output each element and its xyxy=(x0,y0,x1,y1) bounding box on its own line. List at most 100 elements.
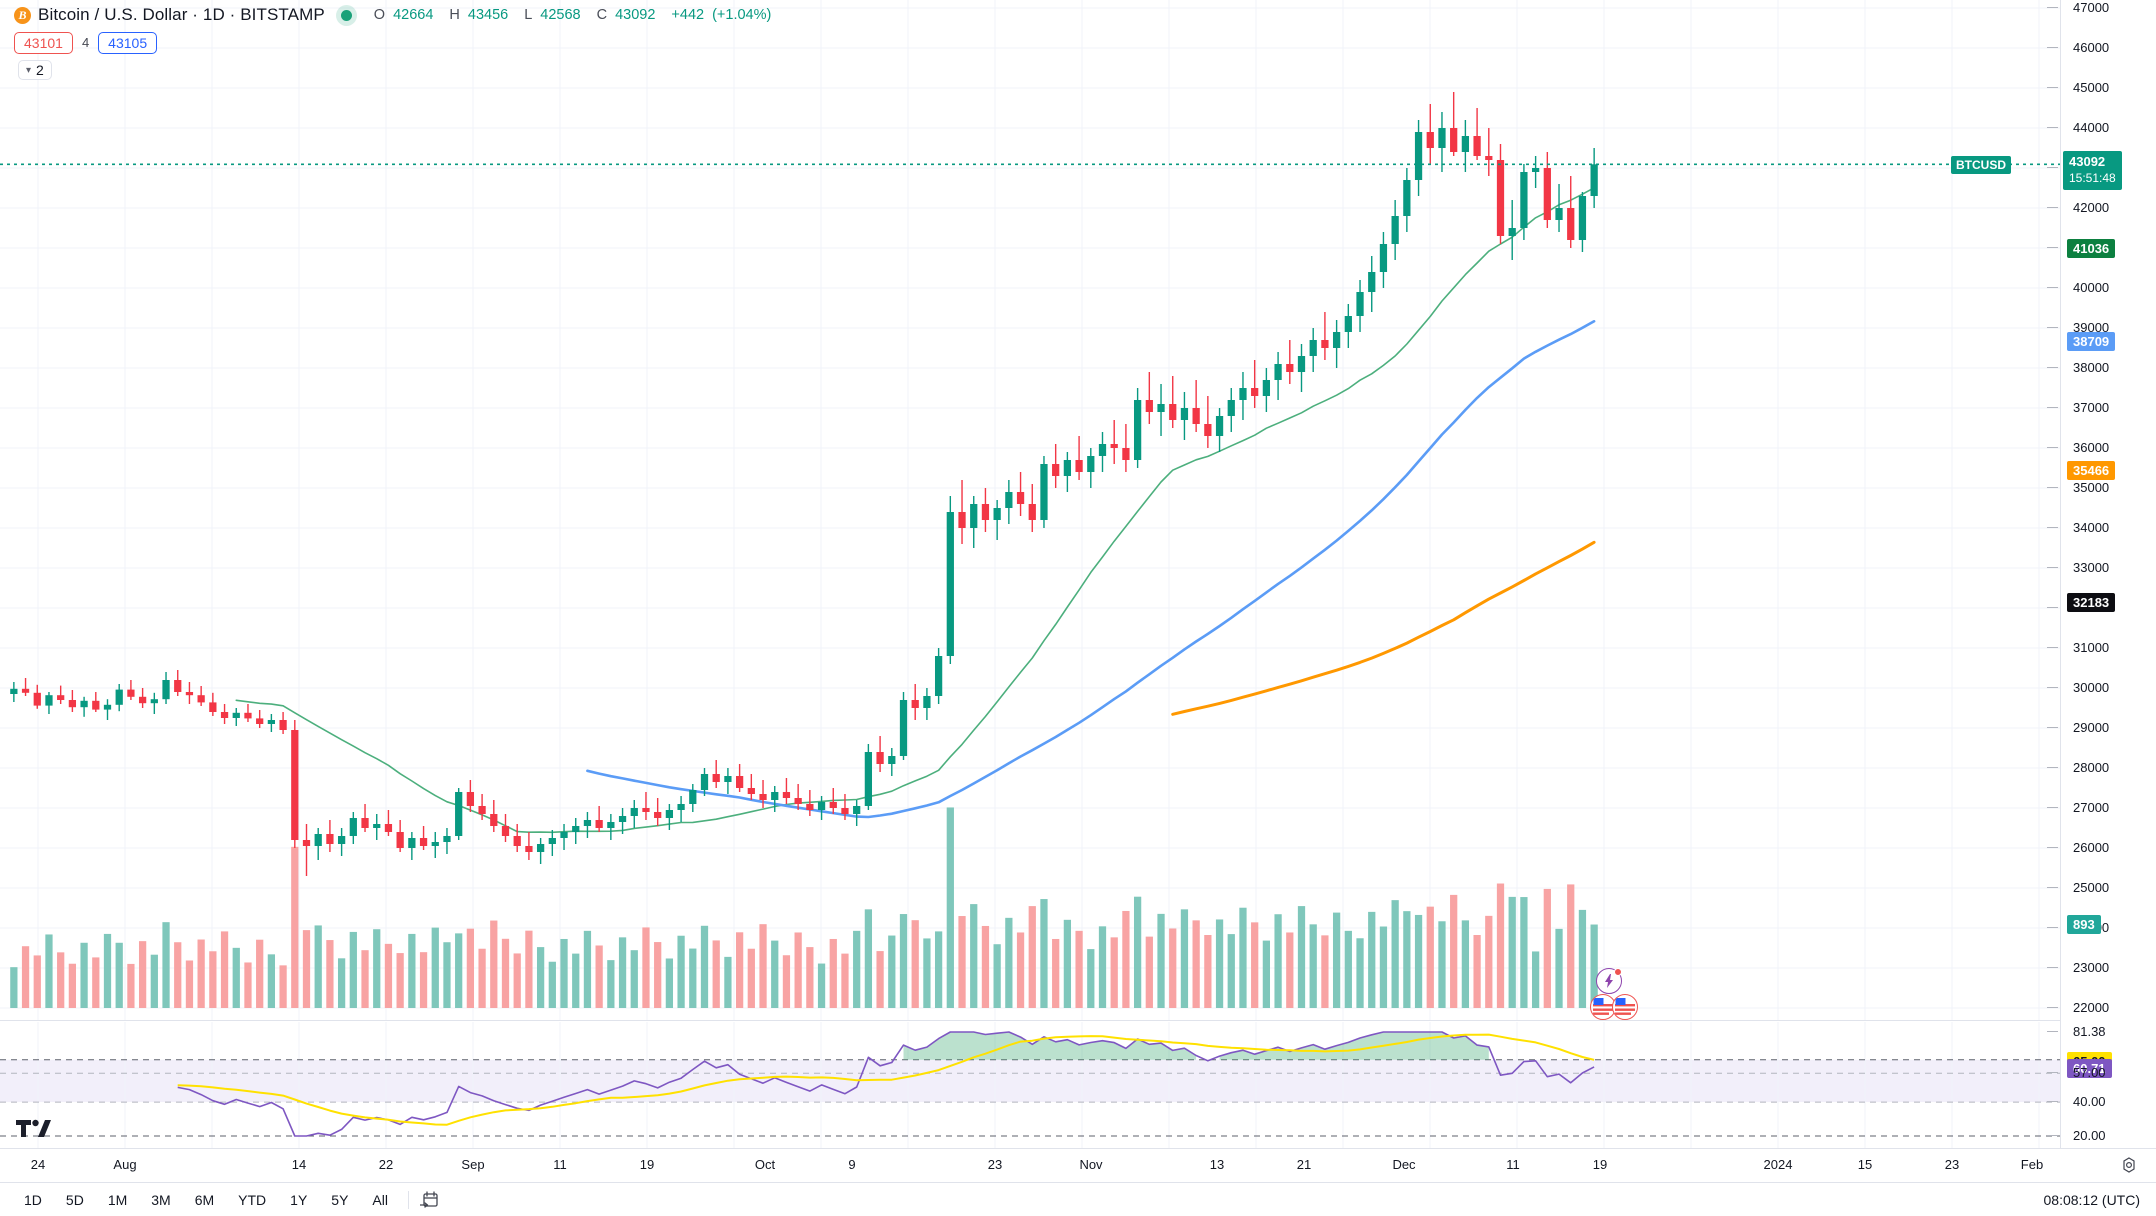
ohlc-low-label: L xyxy=(524,7,533,23)
price-badge-ema-black[interactable]: 32183 xyxy=(2067,592,2116,612)
price-tick: 46000 xyxy=(2047,40,2156,56)
time-tick: 22 xyxy=(378,1157,394,1172)
price-tick: 44000 xyxy=(2047,120,2156,136)
us-flag-icon xyxy=(1593,997,1613,1017)
price-tick: 31000 xyxy=(2047,640,2156,656)
bitcoin-icon: B xyxy=(14,6,31,24)
price-badge-ema-green[interactable]: 41036 xyxy=(2067,238,2116,258)
pane-divider[interactable] xyxy=(0,1020,2060,1021)
us-flag-icon xyxy=(1615,997,1635,1017)
rsi-line xyxy=(177,1031,1595,1137)
range-button-3m[interactable]: 3M xyxy=(151,1191,171,1208)
rsi-pane[interactable] xyxy=(0,1022,2060,1148)
order-row: 43101 4 43105 xyxy=(14,30,158,55)
price-tick: 37000 xyxy=(2047,400,2156,416)
time-tick: 11 xyxy=(553,1157,567,1172)
ma-green xyxy=(235,187,1595,834)
time-tick: 23 xyxy=(1944,1157,1960,1172)
buy-order-price[interactable]: 43105 xyxy=(98,31,158,54)
range-button-6m[interactable]: 6M xyxy=(194,1191,215,1208)
position-group-toggle[interactable]: ▾ 2 xyxy=(18,60,52,80)
price-tick: 42000 xyxy=(2047,200,2156,216)
ohlc-change-pct: (+1.04%) xyxy=(712,7,772,23)
alerts-bolt-button[interactable] xyxy=(1596,968,1622,994)
rsi-chart-canvas[interactable] xyxy=(0,1022,2060,1148)
symbol-tag: BTCUSD xyxy=(1951,156,2011,175)
axis-settings-icon[interactable] xyxy=(2120,1157,2138,1175)
price-badge-volume[interactable]: 893 xyxy=(2067,915,2101,935)
time-tick: 2024 xyxy=(1763,1157,1793,1172)
price-badge-last-price[interactable]: 43092 15:51:48 xyxy=(2063,151,2122,191)
time-tick: Aug xyxy=(113,1157,137,1172)
time-tick: 24 xyxy=(30,1157,46,1172)
price-tick: 40000 xyxy=(2047,280,2156,296)
price-tick: 34000 xyxy=(2047,520,2156,536)
time-tick: 11 xyxy=(1506,1157,1520,1172)
bottom-toolbar[interactable]: 1D 5D 1M 3M 6M YTD 1Y 5Y All 08:08:12 (UTC) xyxy=(0,1182,2156,1216)
price-tick: 26000 xyxy=(2047,840,2156,856)
ohlc-high-label: H xyxy=(449,7,460,23)
time-tick: 15 xyxy=(1857,1157,1873,1172)
price-axis[interactable]: 4700046000450004400043000420004100040000… xyxy=(1951,0,2156,1148)
symbol-title[interactable]: Bitcoin / U.S. Dollar · 1D · BITSTAMP xyxy=(38,5,325,24)
ohlc-values: O 42664 H 43456 L 42568 C 43092 +442 (+1.04%) xyxy=(374,7,780,23)
price-chart-canvas[interactable] xyxy=(0,0,2060,1020)
flag-button-2[interactable] xyxy=(1612,994,1638,1020)
time-axis[interactable]: 24 Aug 14 22 Sep 11 19 Oct 9 23 Nov 13 21 Dec 11 19 2024… xyxy=(0,1148,2156,1182)
time-tick: 23 xyxy=(987,1157,1003,1172)
rsi-tick: 20.00 xyxy=(2047,1128,2156,1144)
range-button-1y[interactable]: 1Y xyxy=(290,1191,308,1208)
rsi-tick: 40.00 xyxy=(2047,1094,2156,1110)
price-tick: 35000 xyxy=(2047,480,2156,496)
goto-date-icon[interactable] xyxy=(419,1190,441,1210)
price-tick: 28000 xyxy=(2047,760,2156,776)
countdown-timer: 15:51:48 xyxy=(2069,171,2116,186)
range-button-ytd[interactable]: YTD xyxy=(238,1191,267,1208)
ohlc-open-value: 42664 xyxy=(393,7,434,23)
price-pane[interactable] xyxy=(0,0,2060,1020)
ohlc-close-value: 43092 xyxy=(615,7,656,23)
range-button-5d[interactable]: 5D xyxy=(65,1191,84,1208)
ma-blue xyxy=(586,320,1596,819)
price-tick: 39000 xyxy=(2047,320,2156,336)
range-button-1d[interactable]: 1D xyxy=(24,1191,42,1208)
range-button-5y[interactable]: 5Y xyxy=(331,1191,349,1208)
price-tick: 36000 xyxy=(2047,440,2156,456)
position-count: 2 xyxy=(36,62,44,78)
rsi-badge[interactable]: 60.71 xyxy=(2067,1059,2112,1079)
time-tick: 19 xyxy=(639,1157,655,1172)
range-button-all[interactable]: All xyxy=(372,1191,388,1208)
price-tick: 23000 xyxy=(2047,960,2156,976)
range-button-1m[interactable]: 1M xyxy=(107,1191,128,1208)
price-tick: 27000 xyxy=(2047,800,2156,816)
range-buttons[interactable]: 1D 5D 1M 3M 6M YTD 1Y 5Y All xyxy=(10,1189,398,1211)
chart-panes[interactable] xyxy=(0,0,2060,1148)
time-tick: 9 xyxy=(848,1157,856,1172)
notification-badge-icon xyxy=(1614,968,1622,976)
ohlc-high-value: 43456 xyxy=(467,7,509,23)
floating-buttons[interactable] xyxy=(1590,968,1680,1020)
price-tick: 47000 xyxy=(2047,0,2156,16)
price-tick: 30000 xyxy=(2047,680,2156,696)
time-tick: 14 xyxy=(291,1157,307,1172)
rsi-tick: 81.38 xyxy=(2047,1024,2156,1040)
sell-order-price[interactable]: 43101 xyxy=(14,31,73,54)
price-tick: 33000 xyxy=(2047,560,2156,576)
chart-legend: B Bitcoin / U.S. Dollar · 1D · BITSTAMP … xyxy=(0,0,2060,90)
tradingview-logo[interactable] xyxy=(16,1118,52,1145)
rsi-ma-line xyxy=(177,1033,1595,1126)
time-tick: Oct xyxy=(754,1157,776,1172)
price-tick: 29000 xyxy=(2047,720,2156,736)
price-badge-ema-blue[interactable]: 38709 xyxy=(2067,331,2116,351)
price-badge-ema-orange[interactable]: 35466 xyxy=(2067,461,2116,481)
price-tick: 38000 xyxy=(2047,360,2156,376)
time-tick: Sep xyxy=(461,1157,485,1172)
ohlc-low-value: 42568 xyxy=(540,7,581,23)
price-tick: 25000 xyxy=(2047,880,2156,896)
legend-symbol-row: B Bitcoin / U.S. Dollar · 1D · BITSTAMP … xyxy=(14,4,779,26)
time-tick: 21 xyxy=(1296,1157,1312,1172)
ohlc-open-label: O xyxy=(373,7,386,23)
time-tick: Nov xyxy=(1079,1157,1103,1172)
price-tick: 22000 xyxy=(2047,1000,2156,1016)
order-quantity: 4 xyxy=(81,35,90,50)
